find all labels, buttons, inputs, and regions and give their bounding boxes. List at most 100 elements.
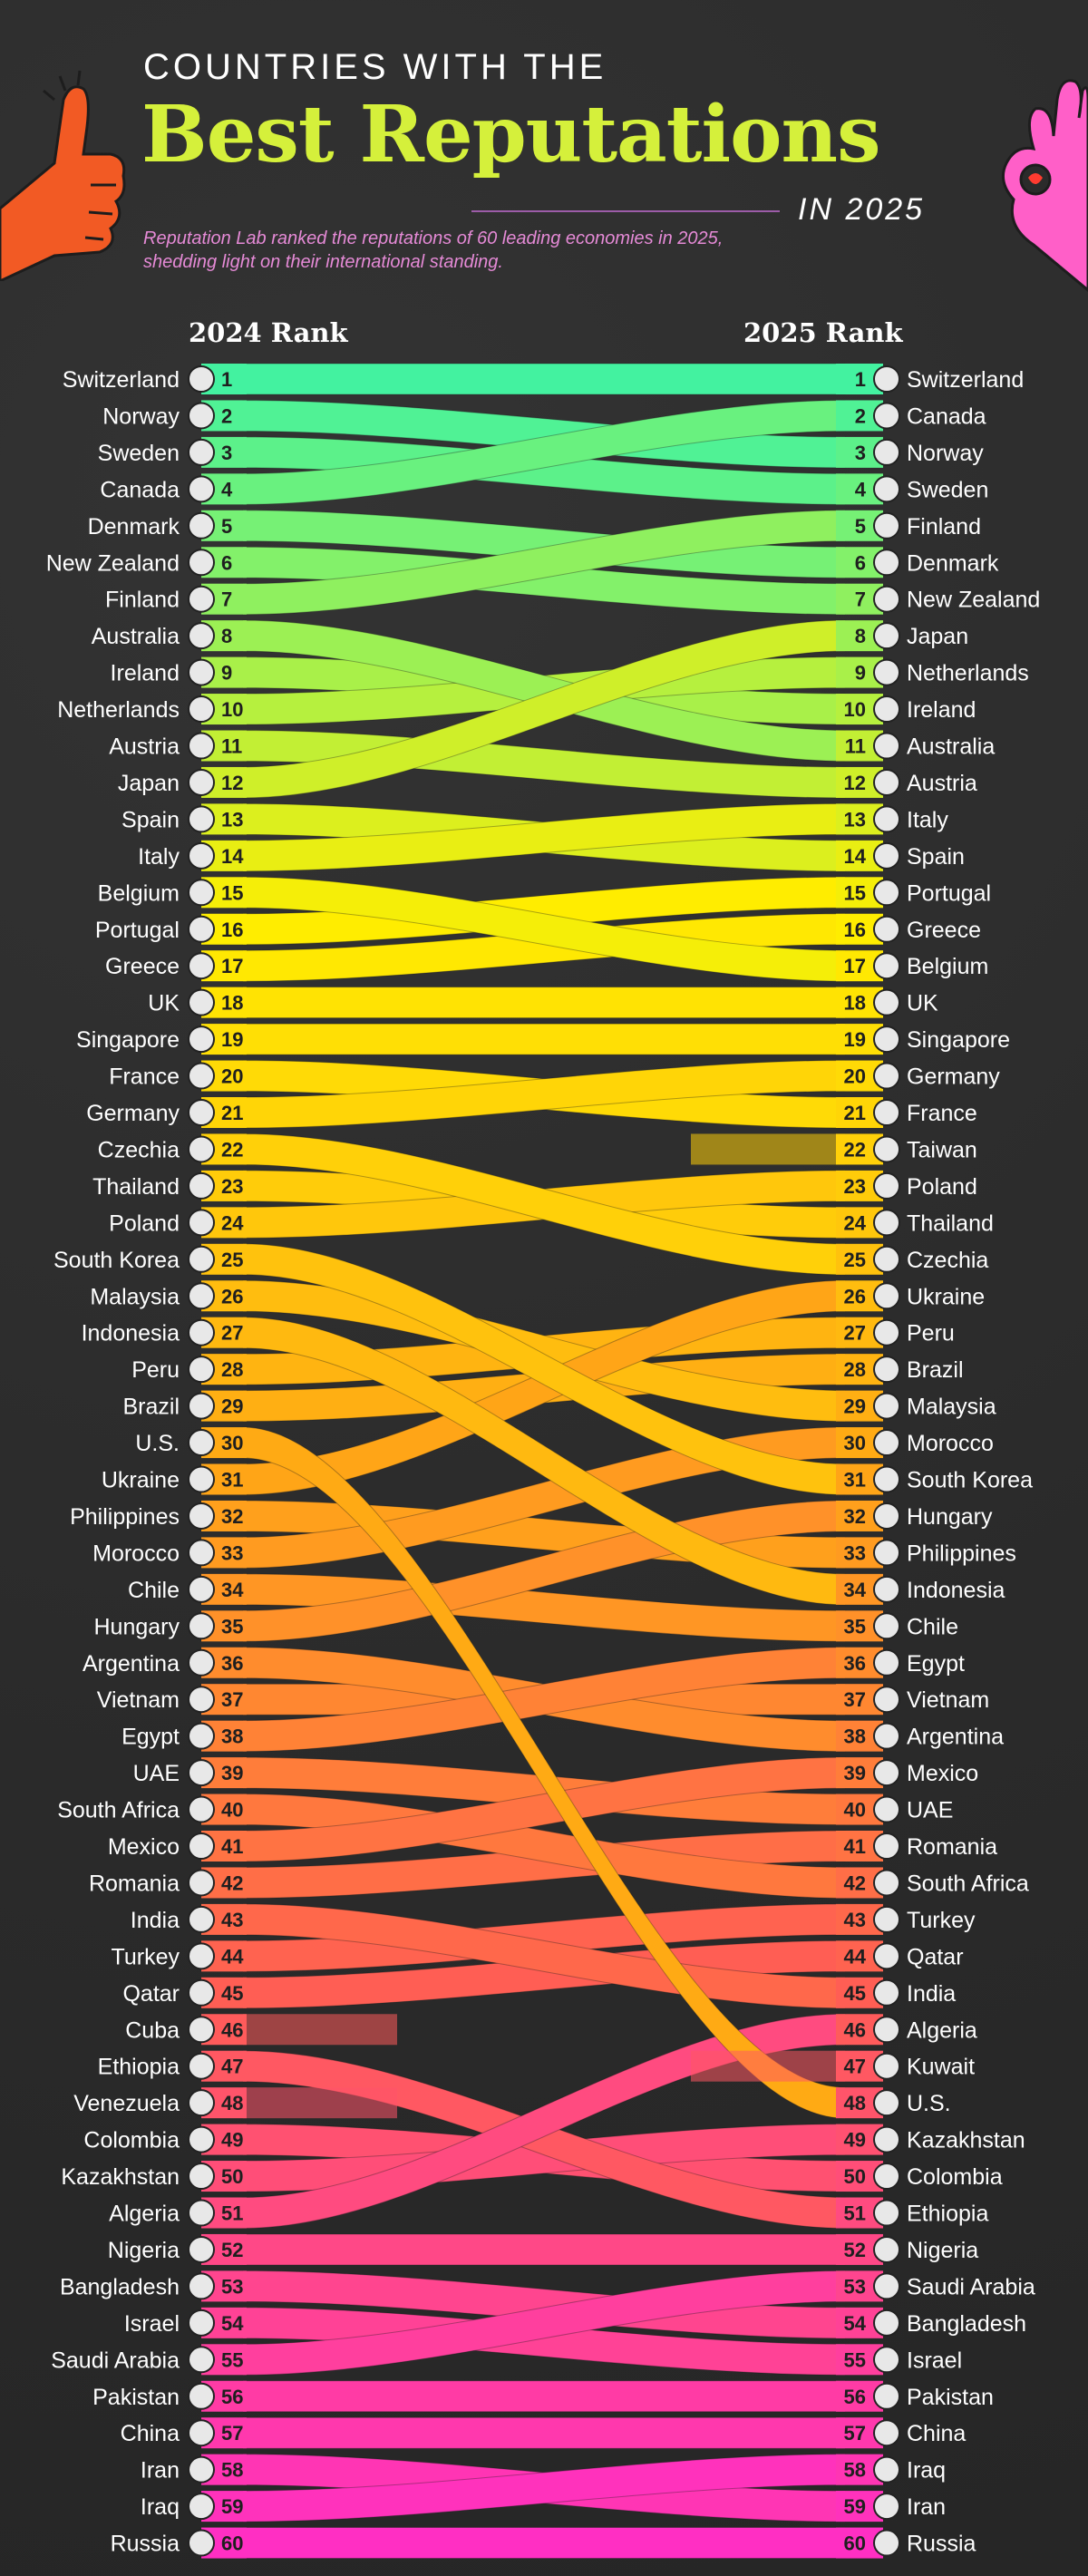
left-rank-number: 49 bbox=[221, 2129, 243, 2152]
left-country-name: Chile bbox=[128, 1578, 180, 1603]
right-country-name: Peru bbox=[907, 1321, 955, 1346]
left-rank-number: 56 bbox=[221, 2386, 243, 2408]
right-country-name: Italy bbox=[907, 807, 948, 832]
left-country-name: Singapore bbox=[76, 1027, 180, 1053]
flag-icon bbox=[873, 1648, 900, 1677]
left-rank-number: 51 bbox=[221, 2202, 243, 2225]
left-country-name: Philippines bbox=[70, 1504, 180, 1530]
left-rank-number: 11 bbox=[221, 735, 242, 758]
left-country-name: Czechia bbox=[98, 1137, 180, 1162]
right-country-name: Czechia bbox=[907, 1248, 988, 1273]
left-country-name: Qatar bbox=[122, 1981, 180, 2007]
right-country-name: France bbox=[907, 1101, 977, 1126]
right-country-name: Mexico bbox=[907, 1761, 978, 1786]
right-country-name: Philippines bbox=[907, 1541, 1016, 1566]
left-rank-number: 15 bbox=[221, 881, 243, 904]
left-country-name: Algeria bbox=[109, 2202, 180, 2227]
left-country-name: Greece bbox=[105, 954, 180, 979]
left-rank-number: 7 bbox=[221, 588, 232, 611]
right-country-name: Ethiopia bbox=[907, 2202, 988, 2227]
right-rank-number: 60 bbox=[844, 2532, 866, 2555]
right-rank-number: 59 bbox=[844, 2495, 866, 2518]
right-country-name: Egypt bbox=[907, 1651, 965, 1677]
left-rank-number: 26 bbox=[221, 1285, 243, 1307]
left-rank-number: 60 bbox=[221, 2532, 243, 2555]
flag-icon bbox=[188, 1356, 215, 1384]
left-country-name: Venezuela bbox=[73, 2091, 180, 2116]
flag-icon bbox=[873, 511, 900, 540]
flag-icon bbox=[188, 2309, 215, 2337]
right-country-name: Chile bbox=[907, 1614, 958, 1639]
left-country-name: Bangladesh bbox=[60, 2274, 180, 2299]
flag-icon bbox=[188, 988, 215, 1016]
left-rank-number: 34 bbox=[221, 1579, 244, 1601]
left-country-name: Vietnam bbox=[97, 1687, 180, 1713]
left-rank-number: 54 bbox=[221, 2312, 244, 2335]
flag-icon bbox=[188, 475, 215, 503]
flag-icon bbox=[188, 1171, 215, 1200]
left-rank-number: 21 bbox=[221, 1102, 243, 1124]
flag-icon bbox=[188, 952, 215, 980]
right-rank-number: 52 bbox=[844, 2239, 866, 2261]
right-country-name: Norway bbox=[907, 441, 984, 466]
flag-icon bbox=[873, 768, 900, 796]
left-country-name: Ethiopia bbox=[98, 2055, 180, 2080]
left-country-name: Pakistan bbox=[92, 2385, 180, 2410]
left-country-name: Netherlands bbox=[57, 697, 180, 723]
right-country-name: Ireland bbox=[907, 697, 976, 723]
flag-icon bbox=[188, 438, 215, 466]
flag-icon bbox=[873, 475, 900, 503]
flag-icon bbox=[873, 2455, 900, 2484]
right-rank-number: 12 bbox=[844, 772, 866, 794]
right-country-name: Pakistan bbox=[907, 2385, 994, 2410]
right-rank-number: 54 bbox=[844, 2312, 867, 2335]
right-country-name: Qatar bbox=[907, 1944, 964, 1969]
right-rank-number: 5 bbox=[855, 515, 866, 538]
left-country-name: Portugal bbox=[95, 918, 180, 943]
flag-icon bbox=[873, 1539, 900, 1567]
flag-icon bbox=[873, 1759, 900, 1787]
right-country-name: Israel bbox=[907, 2348, 962, 2373]
right-rank-number: 44 bbox=[844, 1945, 867, 1968]
right-rank-number: 56 bbox=[844, 2386, 866, 2408]
right-rank-number: 37 bbox=[844, 1688, 866, 1711]
left-rank-number: 23 bbox=[221, 1175, 243, 1198]
ribbon-singapore bbox=[242, 1023, 846, 1055]
left-rank-number: 39 bbox=[221, 1762, 243, 1784]
left-rank-number: 4 bbox=[221, 478, 233, 501]
left-country-name: Ireland bbox=[111, 661, 180, 686]
right-country-name: Australia bbox=[907, 734, 995, 760]
flag-icon bbox=[873, 549, 900, 577]
right-country-name: South Africa bbox=[907, 1871, 1029, 1896]
left-country-name: Ukraine bbox=[102, 1468, 180, 1493]
flag-icon bbox=[873, 365, 900, 393]
left-country-name: Argentina bbox=[83, 1651, 180, 1677]
left-country-name: Colombia bbox=[83, 2128, 180, 2153]
flag-icon bbox=[188, 658, 215, 686]
left-rank-number: 31 bbox=[221, 1469, 243, 1492]
flag-icon bbox=[188, 732, 215, 760]
flag-icon bbox=[873, 1575, 900, 1603]
flag-icon bbox=[188, 549, 215, 577]
right-rank-number: 30 bbox=[844, 1432, 866, 1454]
right-country-name: Portugal bbox=[907, 880, 991, 906]
right-rank-number: 27 bbox=[844, 1322, 866, 1345]
flag-icon bbox=[188, 365, 215, 393]
flag-icon bbox=[873, 879, 900, 907]
flag-icon bbox=[188, 2346, 215, 2374]
right-rank-number: 43 bbox=[844, 1909, 866, 1931]
right-country-name: Indonesia bbox=[907, 1578, 1005, 1603]
flag-icon bbox=[873, 841, 900, 870]
thumbs-up-hand-icon bbox=[0, 70, 126, 281]
right-country-name: New Zealand bbox=[907, 588, 1040, 613]
left-country-name: UAE bbox=[133, 1761, 180, 1786]
left-country-name: Saudi Arabia bbox=[51, 2348, 180, 2373]
right-country-name: Algeria bbox=[907, 2017, 977, 2043]
flag-icon bbox=[873, 2309, 900, 2337]
left-country-name: Sweden bbox=[98, 441, 180, 466]
right-rank-number: 33 bbox=[844, 1541, 866, 1564]
flag-icon bbox=[873, 1465, 900, 1493]
flag-icon bbox=[873, 2493, 900, 2521]
flag-icon bbox=[873, 2419, 900, 2447]
flag-icon bbox=[873, 402, 900, 430]
